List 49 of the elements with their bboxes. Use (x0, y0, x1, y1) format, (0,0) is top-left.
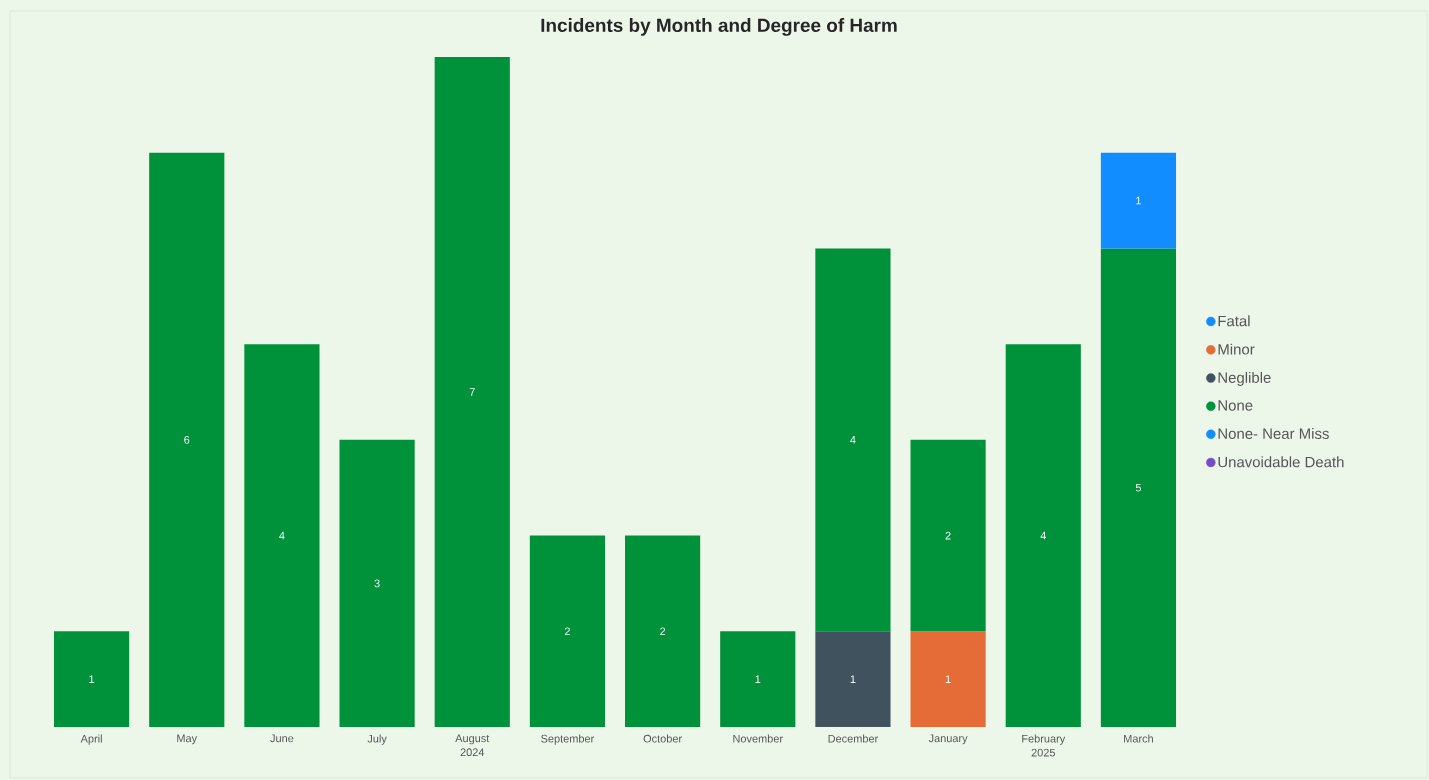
x-tick-label: April (80, 734, 102, 745)
data-label: 4 (1040, 531, 1046, 540)
bar (149, 152, 225, 727)
x-tick-label: November (733, 734, 783, 743)
legend-label: None- Near Miss (1218, 428, 1329, 439)
bar (529, 535, 606, 727)
x-tick-label: September (541, 734, 595, 745)
bar (815, 248, 891, 632)
x-tick-label: August 2024 (455, 734, 490, 757)
bar (434, 56, 510, 727)
x-tick-label: March (1124, 734, 1153, 743)
data-label: 4 (279, 531, 285, 540)
data-label: 1 (1136, 196, 1141, 205)
legend-label: Neglible (1218, 371, 1271, 386)
legend-label: Fatal (1218, 315, 1250, 327)
bar (625, 535, 701, 727)
x-tick-label: October (643, 734, 682, 743)
bar (1100, 152, 1177, 249)
data-label: 1 (945, 675, 951, 683)
x-tick-label: June (270, 734, 294, 743)
bar (53, 631, 130, 727)
bar (1005, 344, 1081, 727)
bar (720, 631, 796, 727)
data-label: 5 (1135, 483, 1142, 492)
data-label: 2 (945, 531, 951, 540)
data-label: 1 (755, 675, 761, 683)
x-tick-label: December (828, 734, 879, 743)
data-label: 2 (564, 627, 570, 636)
data-label: 1 (850, 675, 856, 683)
data-label: 7 (469, 388, 475, 396)
data-label: 6 (184, 435, 190, 444)
bar (910, 631, 986, 727)
data-label: 1 (89, 675, 95, 683)
bar (1100, 248, 1177, 727)
bar (815, 631, 891, 727)
x-tick-label: January (928, 734, 968, 745)
bar (910, 439, 986, 632)
legend-label: Minor (1218, 343, 1255, 355)
x-tick-label: February 2025 (1022, 734, 1066, 757)
bar (339, 439, 415, 727)
bar (244, 344, 320, 727)
legend-label: None (1218, 400, 1253, 411)
data-label: 2 (660, 627, 666, 636)
x-tick-label: May (177, 734, 198, 745)
chart-title: Incidents by Month and Degree of Harm (541, 18, 897, 36)
legend-label: Unavoidable Death (1218, 456, 1344, 468)
x-tick-label: July (367, 734, 387, 745)
data-label: 3 (374, 579, 380, 588)
data-label: 4 (850, 436, 856, 444)
